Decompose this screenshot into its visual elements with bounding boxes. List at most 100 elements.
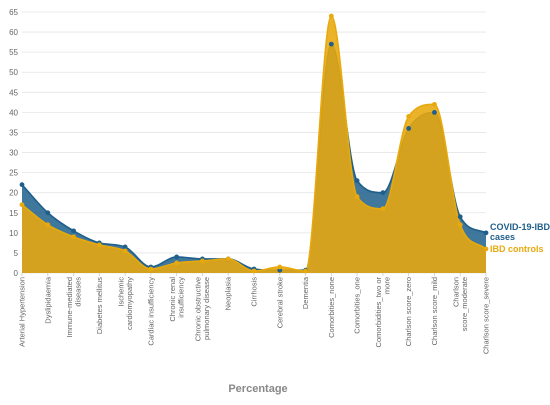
y-tick-label: 35 [9,128,18,137]
data-point [303,268,308,274]
data-point [432,101,437,107]
y-tick-label: 50 [9,68,18,77]
legend-label-series-2: IBD controls [490,244,544,254]
data-point [380,190,386,196]
svg-text:Arterial Hypertension: Arterial Hypertension [18,277,27,347]
y-tick-label: 15 [9,209,18,218]
x-tick-label: Chronic renal insufficiency [168,277,186,322]
svg-text:Comorbities_one: Comorbities_one [353,277,362,334]
x-tick-label: Ischemic cardiomyopathy [116,277,134,330]
svg-text:insufficiency: insufficiency [176,277,185,318]
data-point [71,234,76,240]
x-tick-label: Diabetes mellitus [95,277,104,334]
svg-text:Charlson score_severe: Charlson score_severe [482,277,491,354]
svg-text:Chronic renal: Chronic renal [168,277,177,322]
svg-text:Charlson score_mild: Charlson score_mild [430,277,439,345]
series-areas [21,15,487,274]
y-tick-label: 45 [9,88,18,97]
y-tick-label: 25 [9,169,18,178]
gridlines [22,11,486,274]
data-point [19,182,25,188]
svg-text:Charlson: Charlson [451,277,460,307]
y-tick-label: 0 [14,269,19,278]
y-axis-ticks: 0 5 10 15 20 25 30 35 40 45 50 55 60 65 [9,8,18,278]
y-tick-label: 55 [9,48,18,57]
svg-text:score_moderate: score_moderate [460,277,469,331]
y-tick-label: 65 [9,8,18,17]
data-point [45,210,51,216]
data-point [406,126,412,131]
data-point [45,222,51,228]
x-tick-label: Neoplasia [224,276,233,310]
svg-text:pulmonary disease: pulmonary disease [202,277,211,340]
x-tick-label: Charlson score_mild [430,277,439,345]
x-tick-label: Dementia [301,276,310,309]
x-tick-label: Dyslipidaemia [43,276,52,324]
x-tick-label: Cerebral stroke [275,277,284,328]
svg-text:Cardiac insufficiency: Cardiac insufficiency [146,277,155,346]
data-point [380,206,386,212]
data-point [174,254,180,260]
y-tick-label: 60 [9,28,18,37]
data-point [122,248,128,254]
x-tick-label: Charlson score_moderate [451,277,469,331]
x-tick-label: Immune-mediated diseases [65,277,83,338]
y-tick-label: 5 [14,249,19,258]
data-point [122,244,128,250]
legend: COVID-19-IBD cases IBD controls [490,222,550,254]
x-tick-label: Chronic obstructive pulmonary disease [194,277,212,341]
svg-text:Immune-mediated: Immune-mediated [65,277,74,337]
svg-text:diseases: diseases [73,277,82,307]
data-point [96,242,102,248]
data-point [328,41,334,47]
x-tick-label: Comorbities_none [327,277,336,338]
y-tick-label: 20 [9,189,18,198]
svg-text:Diabetes mellitus: Diabetes mellitus [95,277,104,334]
x-axis-ticks: Arterial Hypertension Dyslipidaemia Immune… [18,273,491,354]
svg-text:Comorbidities_two or: Comorbidities_two or [374,277,383,348]
svg-text:Neoplasia: Neoplasia [224,276,233,310]
data-point [251,268,257,274]
x-tick-label: Comorbidities_two or more [374,277,392,348]
svg-text:Comorbities_none: Comorbities_none [327,277,336,338]
svg-text:Cirrhosis: Cirrhosis [250,277,259,307]
data-point [406,114,412,119]
x-tick-label: Charlson score_severe [482,277,491,354]
y-tick-label: 10 [9,229,18,238]
data-point [328,13,334,19]
data-point [432,109,437,115]
svg-text:more: more [383,277,392,294]
data-point [483,230,489,236]
x-tick-label: Cirrhosis [250,277,259,307]
data-point [174,260,180,266]
y-tick-label: 40 [9,108,18,117]
data-point [200,258,205,264]
svg-text:cardiomyopathy: cardiomyopathy [125,277,134,330]
data-point [148,266,154,272]
x-axis-title: Percentage [228,383,287,395]
series-points [19,13,489,274]
svg-text:Cerebral stroke: Cerebral stroke [275,277,284,328]
svg-text:Chronic obstructive: Chronic obstructive [194,277,203,341]
svg-text:Dementia: Dementia [301,276,310,309]
data-point [225,256,231,262]
svg-text:Charlson score_zero: Charlson score_zero [404,277,413,346]
svg-text:Ischemic: Ischemic [116,277,125,307]
data-point [354,178,360,184]
x-tick-label: Comorbities_one [353,277,362,334]
data-point [457,222,463,228]
x-tick-label: Cardiac insufficiency [146,277,155,346]
legend-label-series-1: COVID-19-IBD cases [490,222,550,242]
x-tick-label: Arterial Hypertension [18,277,27,347]
data-point [277,264,283,270]
data-point [354,194,360,200]
data-point [19,202,25,208]
data-point [71,228,76,234]
y-tick-label: 30 [9,149,18,158]
series-area-2 [22,16,486,274]
data-point [457,214,463,220]
x-tick-label: Charlson score_zero [404,277,413,346]
svg-text:Dyslipidaemia: Dyslipidaemia [43,276,52,324]
